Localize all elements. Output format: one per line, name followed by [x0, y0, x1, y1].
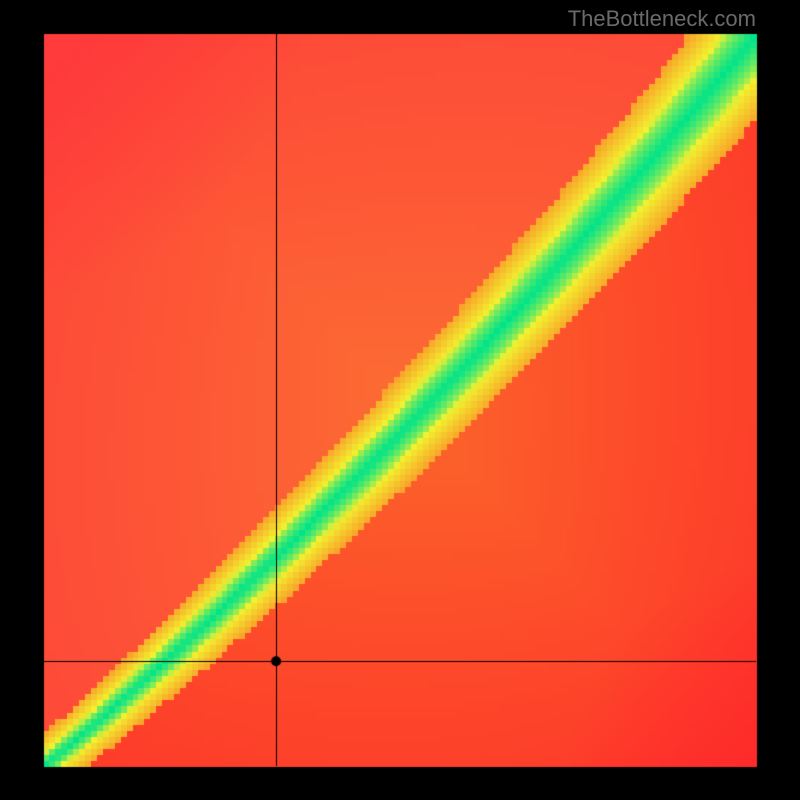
- watermark-label: TheBottleneck.com: [568, 6, 756, 32]
- bottleneck-heatmap: [0, 0, 800, 800]
